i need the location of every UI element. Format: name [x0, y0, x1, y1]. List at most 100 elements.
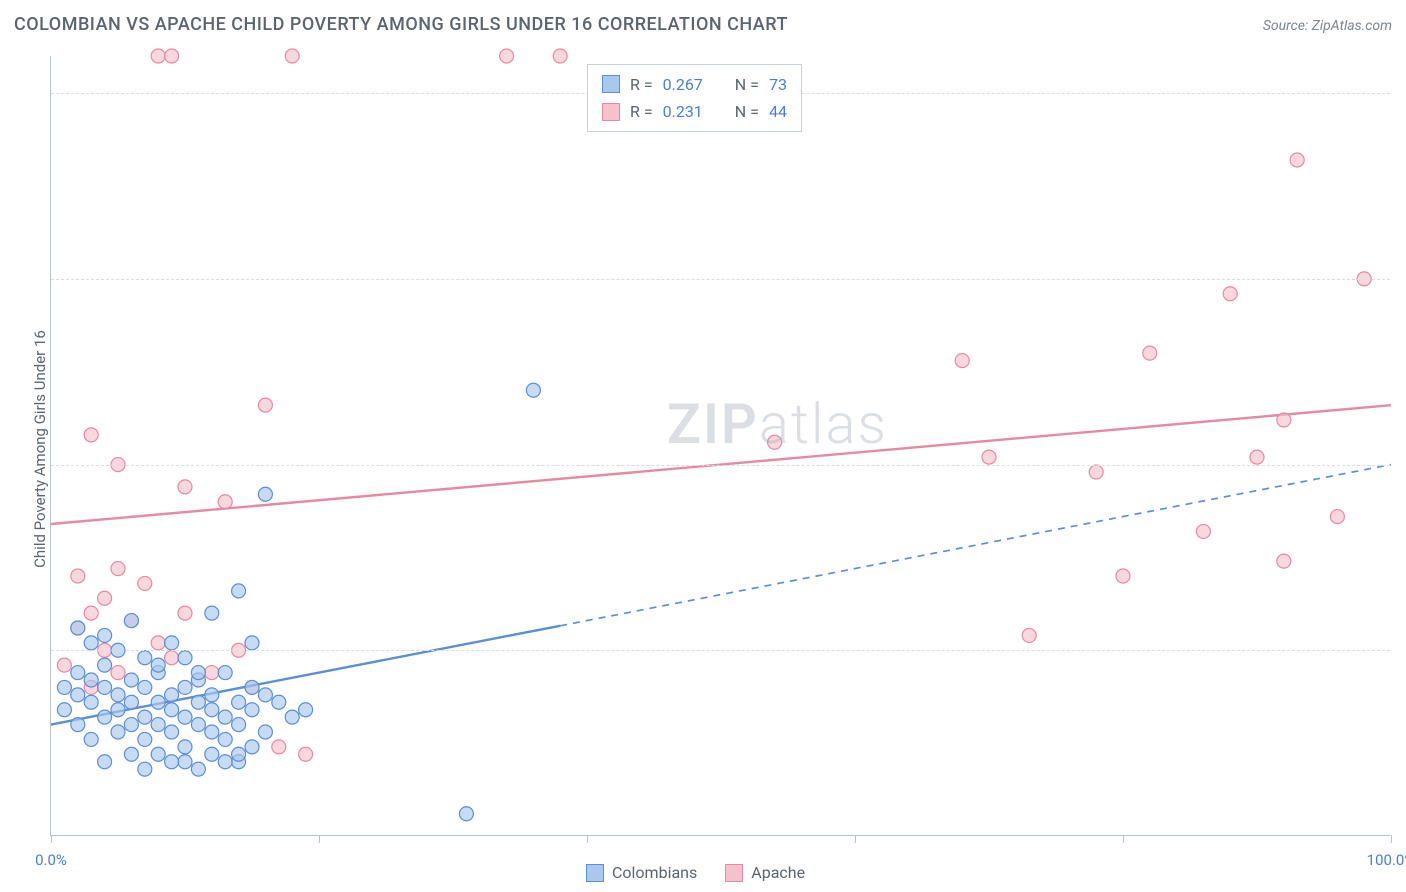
- colombians-point: [232, 747, 246, 761]
- colombians-point: [84, 732, 98, 746]
- stats-row-colombians: R =0.267N =73: [602, 71, 787, 98]
- x-tick-label: 0.0%: [35, 851, 67, 869]
- x-tick: [587, 835, 588, 843]
- apache-point: [1022, 628, 1036, 642]
- colombians-point: [191, 695, 205, 709]
- apache-point: [138, 576, 152, 590]
- n-label: N =: [735, 71, 759, 98]
- colombians-point: [71, 621, 85, 635]
- colombians-legend-swatch: [586, 864, 604, 882]
- colombians-point: [258, 487, 272, 501]
- colombians-point: [232, 584, 246, 598]
- apache-point: [258, 398, 272, 412]
- colombians-point: [245, 740, 259, 754]
- colombians-point: [84, 695, 98, 709]
- colombians-regression-dashed: [560, 465, 1391, 626]
- colombians-point: [165, 636, 179, 650]
- colombians-point: [205, 725, 219, 739]
- apache-point: [71, 569, 85, 583]
- colombians-point: [84, 636, 98, 650]
- colombians-point: [245, 636, 259, 650]
- legend-bottom: Colombians Apache: [586, 863, 805, 882]
- colombians-point: [526, 383, 540, 397]
- apache-point: [299, 747, 313, 761]
- colombians-point: [111, 688, 125, 702]
- chart-container: COLOMBIAN VS APACHE CHILD POVERTY AMONG …: [0, 0, 1406, 892]
- colombians-point: [98, 628, 112, 642]
- title-bar: COLOMBIAN VS APACHE CHILD POVERTY AMONG …: [14, 14, 1392, 35]
- colombians-point: [232, 695, 246, 709]
- colombians-point: [138, 710, 152, 724]
- colombians-point: [178, 651, 192, 665]
- apache-point: [955, 354, 969, 368]
- colombians-point: [178, 680, 192, 694]
- colombians-point: [165, 703, 179, 717]
- colombians-point: [191, 762, 205, 776]
- y-tick-label: 75.0%: [1398, 270, 1406, 288]
- legend-item-apache: Apache: [725, 863, 805, 882]
- y-tick-label: 100.0%: [1398, 84, 1406, 102]
- apache-point: [1277, 413, 1291, 427]
- apache-point: [57, 658, 71, 672]
- apache-point: [1196, 524, 1210, 538]
- colombians-point: [111, 703, 125, 717]
- colombians-point: [218, 666, 232, 680]
- colombians-point: [205, 703, 219, 717]
- plot-svg: [51, 56, 1390, 835]
- apache-swatch: [602, 103, 620, 121]
- y-tick-label: 25.0%: [1398, 641, 1406, 659]
- colombians-point: [151, 747, 165, 761]
- colombians-point: [124, 673, 138, 687]
- colombians-point: [191, 718, 205, 732]
- apache-point: [111, 666, 125, 680]
- colombians-n-value: 73: [769, 71, 787, 98]
- colombians-legend-label: Colombians: [612, 863, 697, 882]
- apache-n-value: 44: [769, 98, 787, 125]
- apache-point: [768, 435, 782, 449]
- colombians-point: [151, 695, 165, 709]
- r-label: R =: [630, 71, 653, 98]
- colombians-point: [165, 725, 179, 739]
- colombians-point: [205, 606, 219, 620]
- colombians-point: [459, 807, 473, 821]
- colombians-point: [272, 695, 286, 709]
- colombians-point: [138, 680, 152, 694]
- apache-point: [178, 606, 192, 620]
- apache-point: [151, 49, 165, 63]
- legend-item-colombians: Colombians: [586, 863, 697, 882]
- colombians-point: [299, 703, 313, 717]
- colombians-point: [98, 658, 112, 672]
- y-tick-label: 50.0%: [1398, 456, 1406, 474]
- n-label: N =: [735, 98, 759, 125]
- colombians-point: [84, 673, 98, 687]
- colombians-point: [258, 688, 272, 702]
- colombians-point: [191, 666, 205, 680]
- apache-point: [1330, 510, 1344, 524]
- colombians-point: [205, 688, 219, 702]
- x-tick: [1123, 835, 1124, 843]
- apache-point: [205, 666, 219, 680]
- colombians-point: [245, 703, 259, 717]
- apache-point: [553, 49, 567, 63]
- colombians-point: [138, 732, 152, 746]
- apache-point: [165, 49, 179, 63]
- colombians-point: [138, 651, 152, 665]
- colombians-point: [138, 762, 152, 776]
- apache-point: [1223, 287, 1237, 301]
- x-tick: [855, 835, 856, 843]
- colombians-point: [218, 732, 232, 746]
- apache-point: [500, 49, 514, 63]
- apache-point: [1250, 450, 1264, 464]
- colombians-point: [57, 703, 71, 717]
- colombians-point: [71, 718, 85, 732]
- colombians-point: [124, 614, 138, 628]
- gridline-h: [51, 465, 1390, 466]
- colombians-point: [285, 710, 299, 724]
- colombians-point: [151, 718, 165, 732]
- apache-point: [98, 591, 112, 605]
- y-axis-label: Child Poverty Among Girls Under 16: [31, 309, 49, 589]
- colombians-point: [151, 658, 165, 672]
- apache-point: [84, 606, 98, 620]
- x-tick: [319, 835, 320, 843]
- apache-point: [1290, 153, 1304, 167]
